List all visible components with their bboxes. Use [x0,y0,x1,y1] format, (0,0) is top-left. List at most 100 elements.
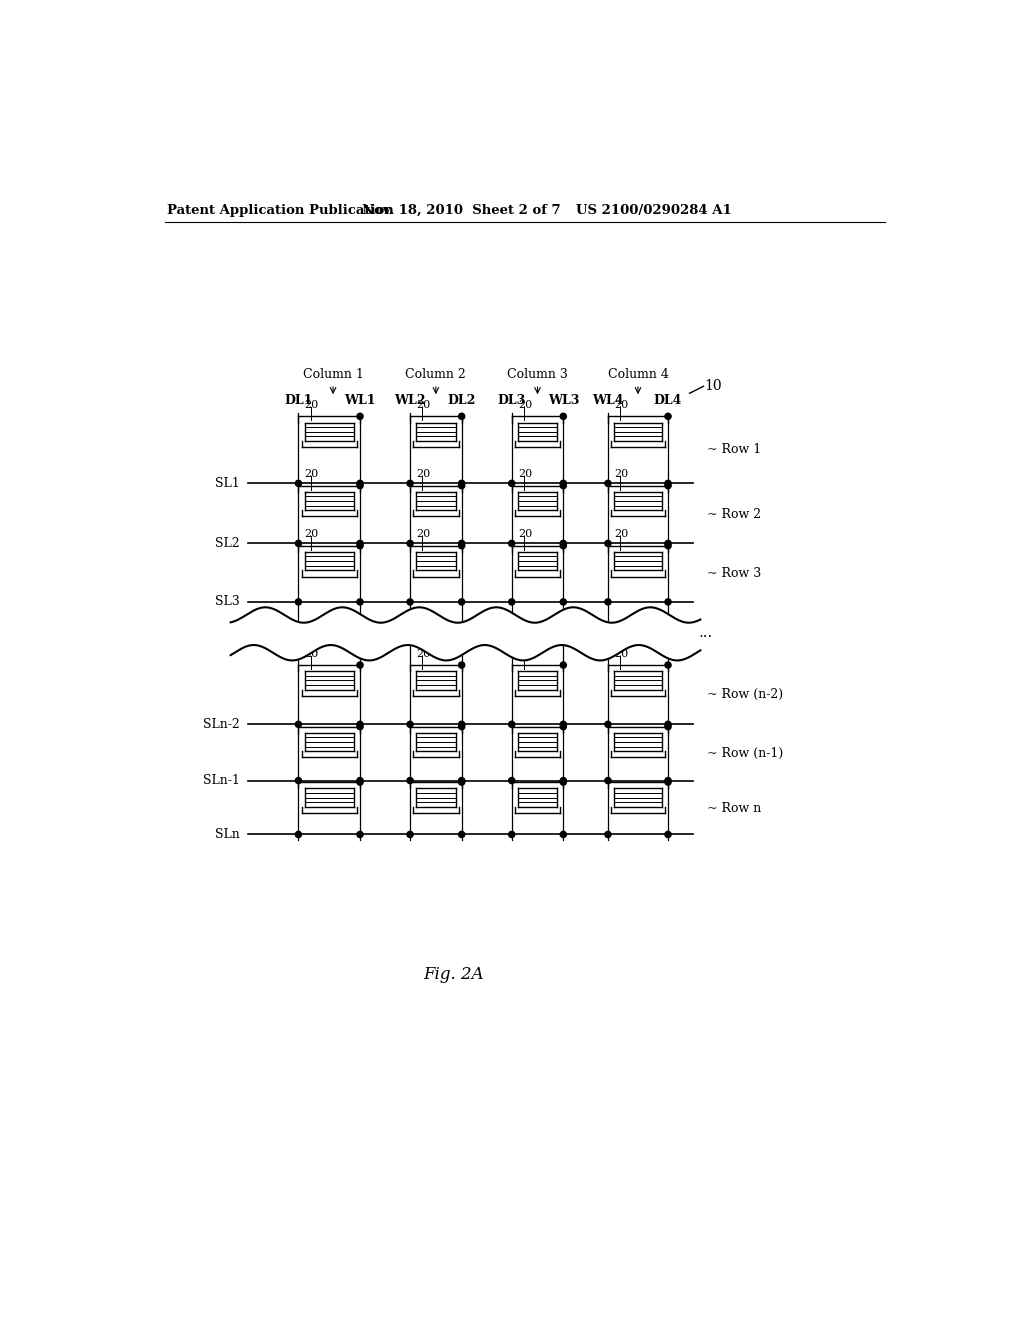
Text: Column 2: Column 2 [406,368,466,381]
Circle shape [509,480,515,487]
Text: SL1: SL1 [215,477,240,490]
Circle shape [407,540,413,546]
Text: ~ Row n: ~ Row n [707,801,761,814]
Circle shape [407,599,413,605]
Circle shape [560,540,566,546]
Circle shape [509,540,515,546]
Text: WL4: WL4 [592,395,624,408]
Circle shape [665,661,671,668]
Circle shape [407,721,413,727]
Text: SL3: SL3 [215,595,240,609]
Text: WL2: WL2 [394,395,426,408]
Circle shape [560,543,566,549]
Text: Fig. 2A: Fig. 2A [424,966,484,983]
Circle shape [665,723,671,730]
Circle shape [357,599,364,605]
Circle shape [459,413,465,420]
Circle shape [459,721,465,727]
Text: ~ Row (n-2): ~ Row (n-2) [707,688,782,701]
Text: 20: 20 [304,469,318,479]
Circle shape [295,777,301,784]
Text: 20: 20 [614,529,629,539]
Text: 20: 20 [518,529,532,539]
Circle shape [357,543,364,549]
Text: 20: 20 [614,648,629,659]
Circle shape [459,599,465,605]
Text: DL3: DL3 [498,395,526,408]
Circle shape [459,661,465,668]
Circle shape [459,779,465,785]
Circle shape [357,777,364,784]
Circle shape [357,540,364,546]
Circle shape [295,832,301,838]
Circle shape [459,480,465,487]
Text: Patent Application Publication: Patent Application Publication [167,205,394,218]
Text: 20: 20 [518,648,532,659]
Circle shape [605,832,611,838]
Text: ~ Row 2: ~ Row 2 [707,508,761,521]
Circle shape [560,723,566,730]
Text: 20: 20 [614,400,629,409]
Text: SLn: SLn [215,828,240,841]
Circle shape [665,480,671,487]
Circle shape [357,779,364,785]
Circle shape [605,721,611,727]
Text: Column 3: Column 3 [507,368,568,381]
Text: SLn-2: SLn-2 [203,718,240,731]
Circle shape [665,413,671,420]
Circle shape [560,661,566,668]
Circle shape [295,540,301,546]
Circle shape [665,543,671,549]
Text: ~ Row 1: ~ Row 1 [707,444,761,457]
Circle shape [665,483,671,488]
Circle shape [560,480,566,487]
Circle shape [560,599,566,605]
Circle shape [665,540,671,546]
Circle shape [459,777,465,784]
Circle shape [295,721,301,727]
Circle shape [407,832,413,838]
Text: DL4: DL4 [654,395,682,408]
Circle shape [357,723,364,730]
Circle shape [509,721,515,727]
Circle shape [407,480,413,487]
Circle shape [605,480,611,487]
Circle shape [605,599,611,605]
Circle shape [605,540,611,546]
Circle shape [459,483,465,488]
Text: ...: ... [698,627,713,640]
Text: 20: 20 [304,529,318,539]
Circle shape [357,413,364,420]
Circle shape [560,483,566,488]
Text: 20: 20 [416,648,430,659]
Text: 10: 10 [705,379,722,392]
Circle shape [509,599,515,605]
Circle shape [407,777,413,784]
Text: 20: 20 [416,469,430,479]
Text: 20: 20 [416,400,430,409]
Circle shape [560,413,566,420]
Text: 20: 20 [518,469,532,479]
Circle shape [665,779,671,785]
Circle shape [560,777,566,784]
Text: ~ Row 3: ~ Row 3 [707,568,761,581]
Circle shape [357,721,364,727]
Text: Nov. 18, 2010  Sheet 2 of 7: Nov. 18, 2010 Sheet 2 of 7 [362,205,561,218]
Circle shape [665,599,671,605]
Circle shape [295,599,301,605]
Circle shape [357,480,364,487]
Circle shape [560,721,566,727]
Text: Column 1: Column 1 [303,368,364,381]
Text: Column 4: Column 4 [607,368,669,381]
Circle shape [357,483,364,488]
Text: WL1: WL1 [344,395,376,408]
Polygon shape [230,607,700,661]
Circle shape [560,779,566,785]
Text: 20: 20 [416,529,430,539]
Circle shape [509,777,515,784]
Circle shape [357,832,364,838]
Text: ~ Row (n-1): ~ Row (n-1) [707,747,782,760]
Text: SL2: SL2 [215,537,240,550]
Text: SLn-1: SLn-1 [203,774,240,787]
Circle shape [459,723,465,730]
